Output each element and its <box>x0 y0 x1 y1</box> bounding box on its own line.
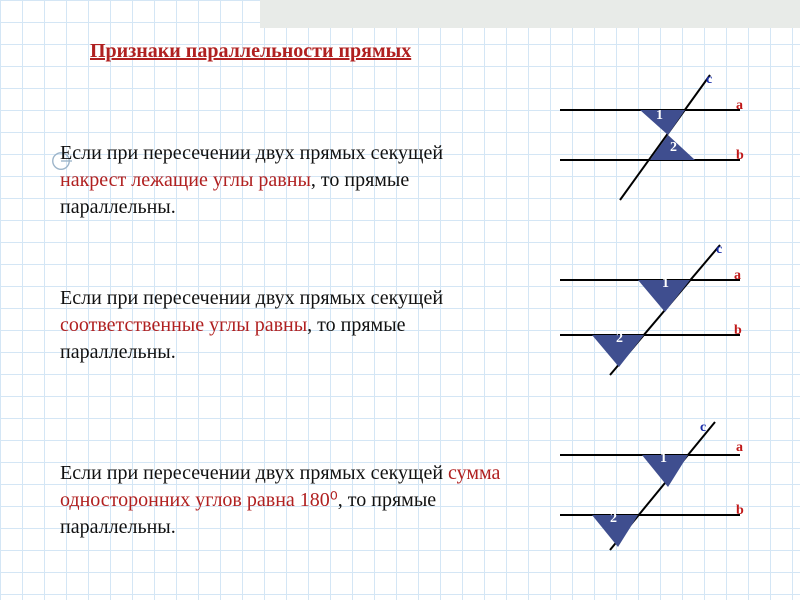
top-band <box>260 0 800 28</box>
line-a-label: a <box>736 98 743 114</box>
theorem-1-highlight: накрест лежащие углы равны <box>60 169 311 191</box>
angle-1-label: 1 <box>662 276 669 292</box>
angle-1-label: 1 <box>656 108 663 124</box>
line-a-label: a <box>734 268 741 284</box>
theorem-3-prefix: Если при пересечении двух прямых секущей <box>60 462 448 484</box>
line-b-label: b <box>736 148 744 164</box>
diagram-alternate-interior: 1 2 c a b <box>520 70 760 220</box>
diagram-2-svg <box>520 240 760 390</box>
diagram-co-interior: 1 2 c a b <box>520 420 760 570</box>
angle-1-label: 1 <box>660 451 667 467</box>
line-c-label: c <box>706 72 712 88</box>
line-a-label: a <box>736 440 743 456</box>
angle-2-label: 2 <box>616 331 623 347</box>
page-title: Признаки параллельности прямых <box>90 40 411 63</box>
diagram-1-svg <box>520 70 760 220</box>
line-b-label: b <box>736 503 744 519</box>
line-c-label: c <box>716 242 722 258</box>
angle-2-label: 2 <box>610 511 617 527</box>
theorem-3-text: Если при пересечении двух прямых секущей… <box>60 460 530 541</box>
diagram-3-svg <box>520 420 760 570</box>
theorem-2-highlight: соответственные углы равны <box>60 314 307 336</box>
line-c-label: c <box>700 420 706 436</box>
theorem-1-prefix: Если при пересечении двух прямых секущей <box>60 142 443 164</box>
angle-2-label: 2 <box>670 140 677 156</box>
theorem-1-text: Если при пересечении двух прямых секущей… <box>60 140 480 221</box>
theorem-2-prefix: Если при пересечении двух прямых секущей <box>60 287 443 309</box>
theorem-2-text: Если при пересечении двух прямых секущей… <box>60 285 480 366</box>
diagram-corresponding: 1 2 c a b <box>520 240 760 390</box>
line-b-label: b <box>734 323 742 339</box>
